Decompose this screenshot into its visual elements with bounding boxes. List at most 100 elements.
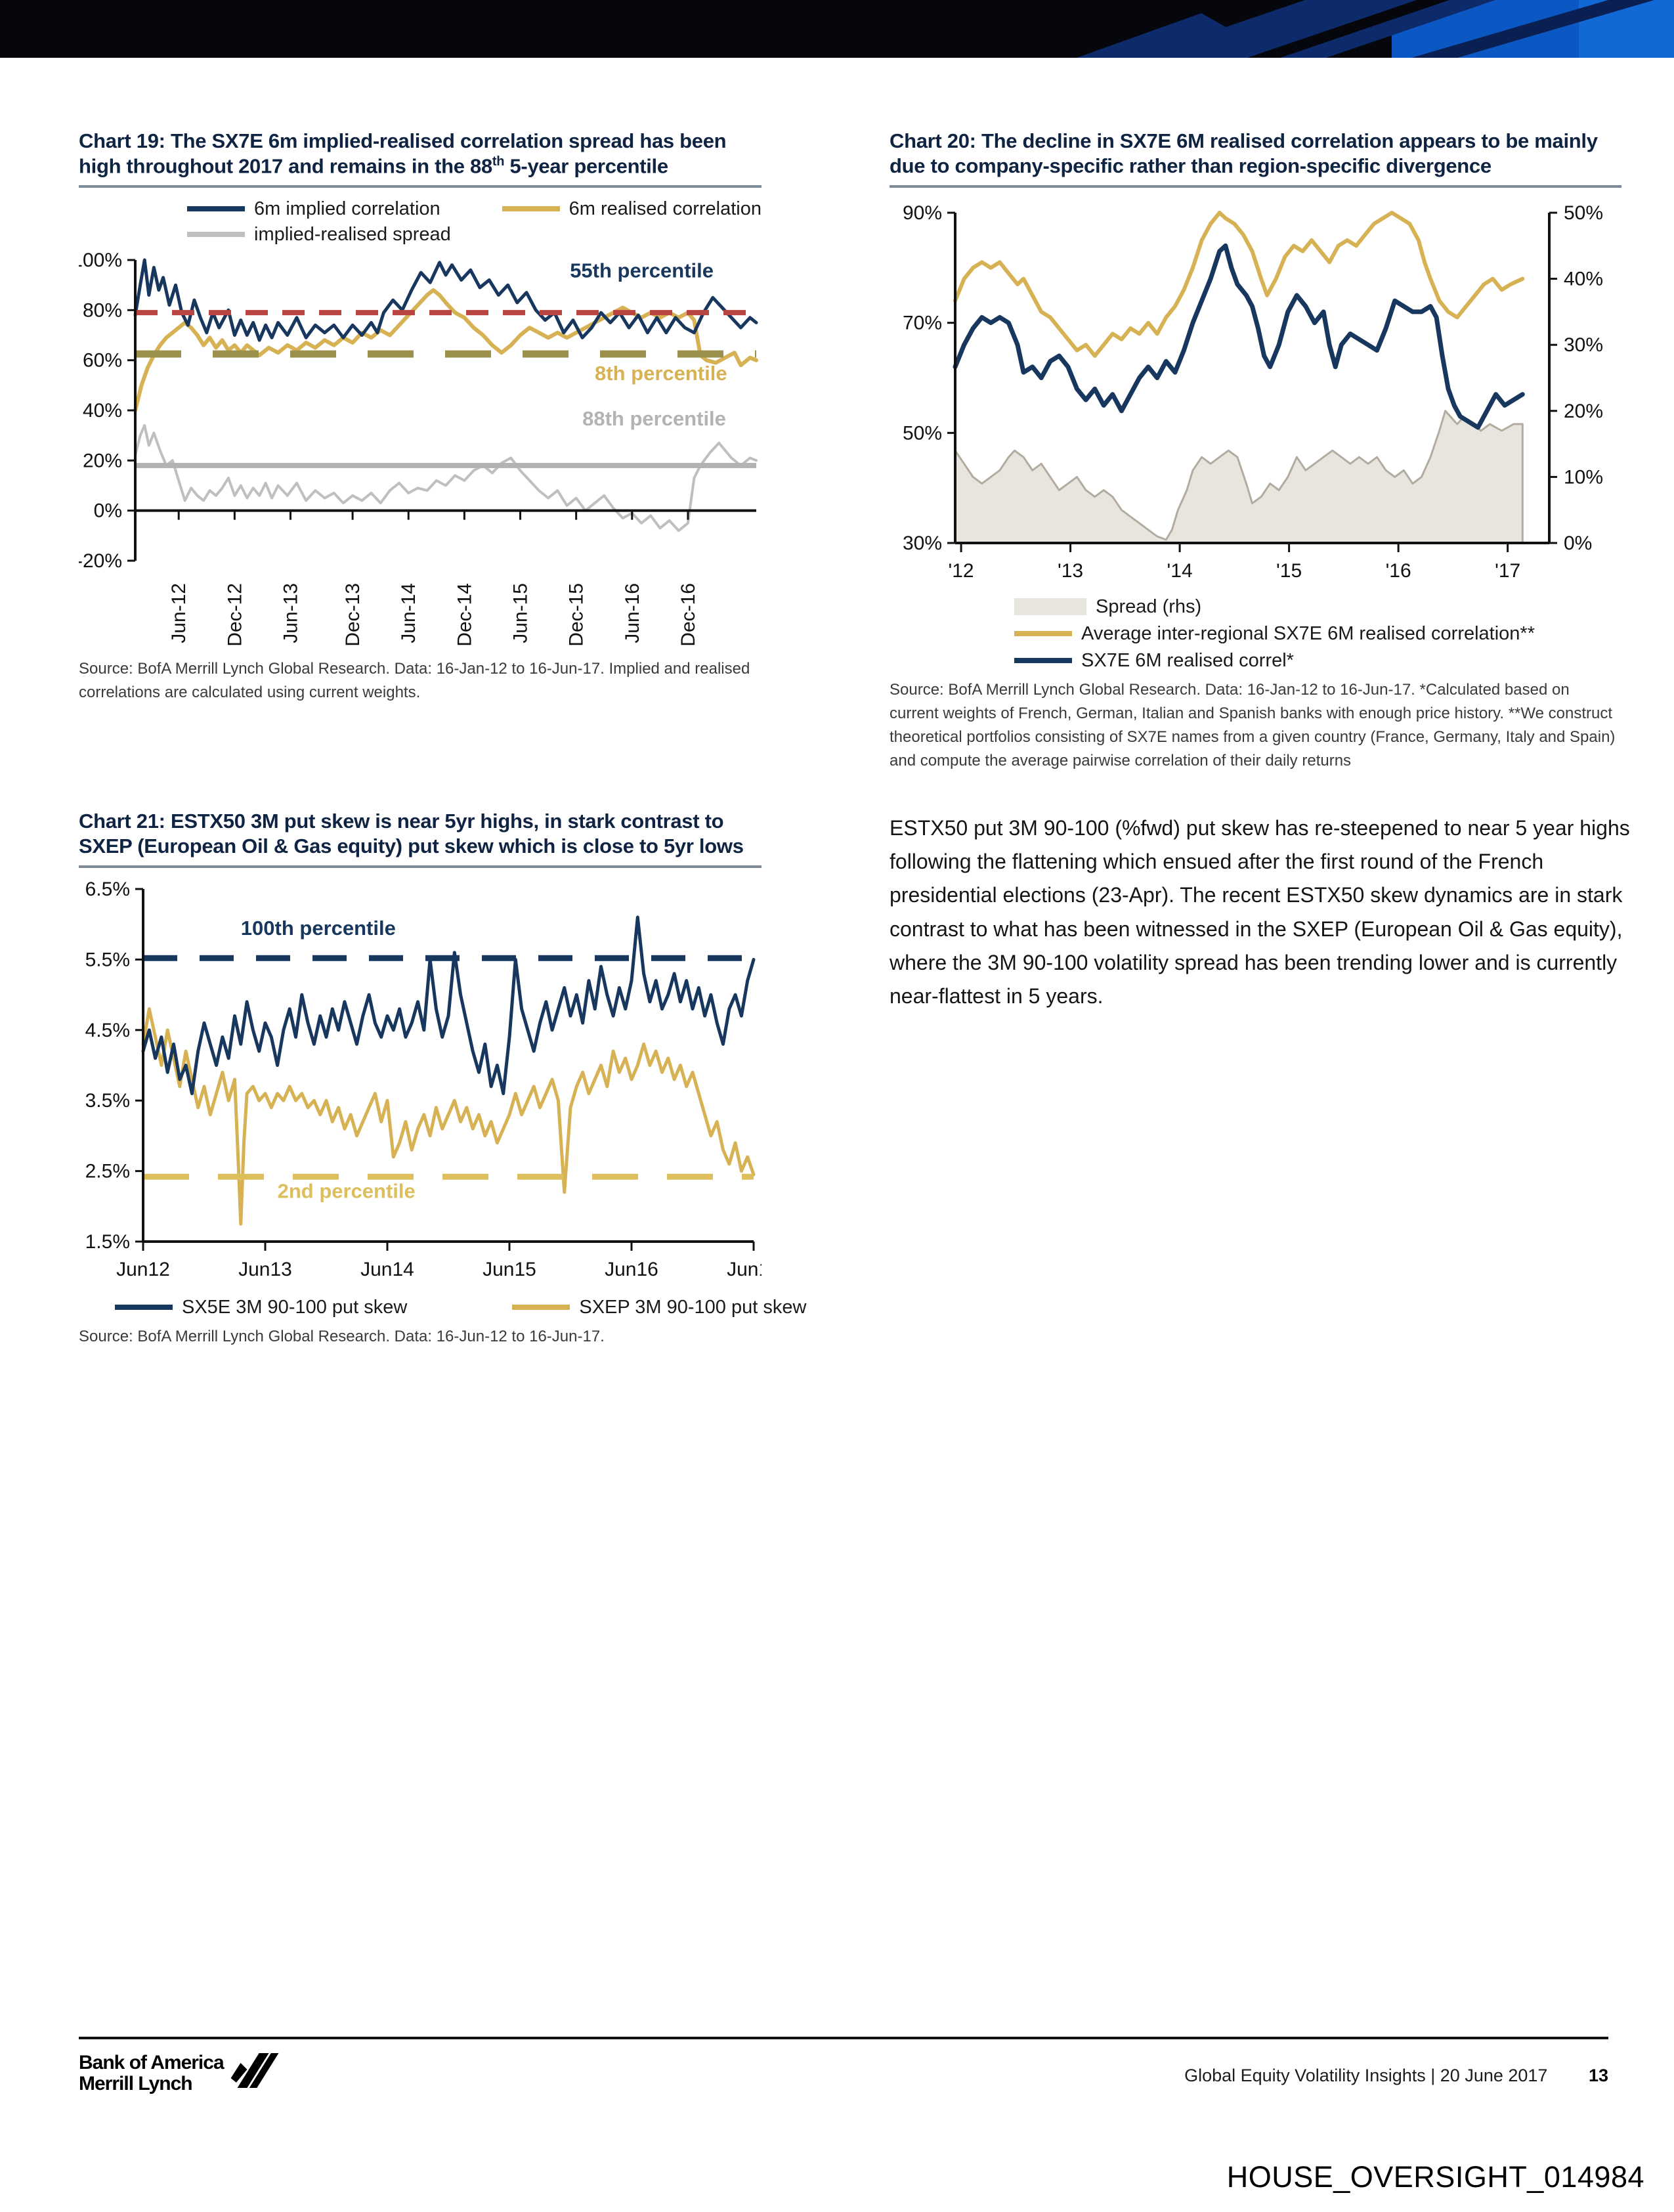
title-divider <box>79 184 762 188</box>
svg-text:'16: '16 <box>1386 560 1411 582</box>
svg-text:'12: '12 <box>948 560 974 582</box>
chart19-source: Source: BofA Merrill Lynch Global Resear… <box>79 659 750 701</box>
document-id-watermark: HOUSE_OVERSIGHT_014984 <box>1226 2160 1644 2194</box>
svg-text:'13: '13 <box>1058 560 1083 582</box>
legend-label: SXEP 3M 90-100 put skew <box>579 1296 807 1318</box>
chart19-title: Chart 19: The SX7E 6m implied-realised c… <box>79 129 727 178</box>
svg-text:4.5%: 4.5% <box>85 1019 130 1041</box>
chart20-source: Source: BofA Merrill Lynch Global Resear… <box>890 680 1616 770</box>
chart20-canvas: 90% 70% 50% 30% 50% 40% 30% 20% 10% 0% '12 '13 '14 '1… <box>903 202 1603 582</box>
chart21-source: Source: BofA Merrill Lynch Global Resear… <box>79 1327 605 1345</box>
svg-text:70%: 70% <box>903 312 942 334</box>
chart19-legend: 6m implied correlation 6m realised corre… <box>187 198 762 246</box>
legend-label: implied-realised spread <box>254 223 451 245</box>
svg-text:Jun17: Jun17 <box>727 1259 762 1280</box>
svg-text:2.5%: 2.5% <box>85 1160 130 1182</box>
legend-item: 6m realised correlation <box>502 198 762 220</box>
legend-item: SX7E 6M realised correl* <box>1014 650 1294 672</box>
legend-item: Average inter-regional SX7E 6M realised … <box>1014 623 1535 645</box>
svg-text:-20%: -20% <box>79 550 122 572</box>
legend-item: SX5E 3M 90-100 put skew <box>115 1297 407 1318</box>
svg-text:30%: 30% <box>903 532 942 554</box>
bofa-flag-icon <box>230 2052 279 2088</box>
chart19-canvas: 100% 80% 60% 40% 20% 0% -20% Jun-12 Dec-12 Jun-13… <box>79 249 758 647</box>
navy-line-swatch <box>1014 658 1072 664</box>
svg-text:Dec-14: Dec-14 <box>454 583 475 647</box>
svg-text:88th percentile: 88th percentile <box>582 407 726 430</box>
chart21-title: Chart 21: ESTX50 3M put skew is near 5yr… <box>79 810 744 857</box>
legend-label: 6m realised correlation <box>569 198 762 219</box>
svg-text:Dec-15: Dec-15 <box>566 583 588 647</box>
title-divider <box>890 184 1621 188</box>
svg-text:'17: '17 <box>1495 560 1520 582</box>
chart20-block: Chart 20: The decline in SX7E 6M realise… <box>890 129 1621 773</box>
svg-text:6.5%: 6.5% <box>85 878 130 900</box>
legend-item: 6m implied correlation <box>187 198 502 220</box>
legend-label: Average inter-regional SX7E 6M realised … <box>1081 622 1535 644</box>
svg-text:'14: '14 <box>1167 560 1193 582</box>
legend-item: SXEP 3M 90-100 put skew <box>512 1297 806 1318</box>
svg-text:Jun-12: Jun-12 <box>168 583 190 643</box>
svg-text:30%: 30% <box>1564 334 1603 356</box>
gold-line-swatch <box>502 206 560 212</box>
svg-text:1.5%: 1.5% <box>85 1231 130 1253</box>
svg-text:8th percentile: 8th percentile <box>595 362 727 385</box>
legend-item: Spread (rhs) <box>1014 596 1201 618</box>
page-number: 13 <box>1588 2066 1608 2085</box>
gold-line-swatch <box>1014 631 1072 637</box>
svg-text:50%: 50% <box>903 422 942 444</box>
svg-text:Jun-15: Jun-15 <box>510 583 532 643</box>
chart21-canvas: 6.5% 5.5% 4.5% 3.5% 2.5% 1.5% Jun12 Jun13 Jun14 J… <box>85 878 762 1280</box>
svg-text:Dec-16: Dec-16 <box>677 583 699 647</box>
svg-text:Dec-13: Dec-13 <box>342 583 364 647</box>
legend-label: SX7E 6M realised correl* <box>1081 649 1294 671</box>
legend-label: Spread (rhs) <box>1096 596 1202 617</box>
svg-text:90%: 90% <box>903 202 942 224</box>
legend-label: SX5E 3M 90-100 put skew <box>182 1296 408 1318</box>
legend-label: 6m implied correlation <box>254 198 440 219</box>
legend-item: implied-realised spread <box>187 224 451 246</box>
svg-text:40%: 40% <box>83 400 122 422</box>
svg-text:Jun16: Jun16 <box>605 1259 658 1280</box>
chart21-legend: SX5E 3M 90-100 put skew SXEP 3M 90-100 p… <box>115 1297 806 1318</box>
title-divider <box>79 865 762 868</box>
svg-text:Jun-14: Jun-14 <box>398 583 419 643</box>
navy-line-swatch <box>115 1305 173 1311</box>
svg-text:3.5%: 3.5% <box>85 1090 130 1112</box>
svg-text:20%: 20% <box>1564 400 1603 422</box>
svg-text:Jun14: Jun14 <box>360 1259 414 1280</box>
gold-line-swatch <box>512 1305 570 1311</box>
svg-text:50%: 50% <box>1564 202 1603 224</box>
svg-text:60%: 60% <box>83 350 122 372</box>
commentary-paragraph: ESTX50 put 3M 90-100 (%fwd) put skew has… <box>890 816 1630 1008</box>
publication-title: Global Equity Volatility Insights | 20 J… <box>1184 2066 1548 2085</box>
svg-text:40%: 40% <box>1564 268 1603 290</box>
chart21-block: Chart 21: ESTX50 3M put skew is near 5yr… <box>79 809 806 1349</box>
svg-text:100%: 100% <box>79 249 122 271</box>
brand-line1: Bank of America <box>79 2052 225 2073</box>
chart19-block: Chart 19: The SX7E 6m implied-realised c… <box>79 129 762 705</box>
svg-text:5.5%: 5.5% <box>85 949 130 970</box>
svg-text:80%: 80% <box>83 299 122 321</box>
brand-logo: Bank of America Merrill Lynch <box>79 2052 286 2095</box>
svg-text:55th percentile: 55th percentile <box>570 259 714 282</box>
svg-text:10%: 10% <box>1564 466 1603 488</box>
gray-line-swatch <box>187 232 245 238</box>
svg-text:Jun15: Jun15 <box>483 1259 536 1280</box>
svg-text:0%: 0% <box>1564 532 1592 554</box>
chart20-legend: Spread (rhs) Average inter-regional SX7E… <box>1014 596 1621 672</box>
brand-banner-graphic <box>0 0 1674 58</box>
chart20-title: Chart 20: The decline in SX7E 6M realise… <box>890 129 1598 177</box>
svg-text:Jun13: Jun13 <box>238 1259 292 1280</box>
footer-meta: Global Equity Volatility Insights | 20 J… <box>755 2066 1608 2086</box>
svg-text:Jun-16: Jun-16 <box>622 583 643 643</box>
svg-text:'15: '15 <box>1276 560 1302 582</box>
svg-text:Jun-13: Jun-13 <box>280 583 302 643</box>
svg-text:0%: 0% <box>94 500 122 522</box>
brand-line2: Merrill Lynch <box>79 2073 193 2095</box>
spread-area-swatch <box>1014 598 1086 616</box>
navy-line-swatch <box>187 206 245 212</box>
svg-text:2nd percentile: 2nd percentile <box>278 1179 416 1202</box>
svg-text:100th percentile: 100th percentile <box>241 916 396 939</box>
